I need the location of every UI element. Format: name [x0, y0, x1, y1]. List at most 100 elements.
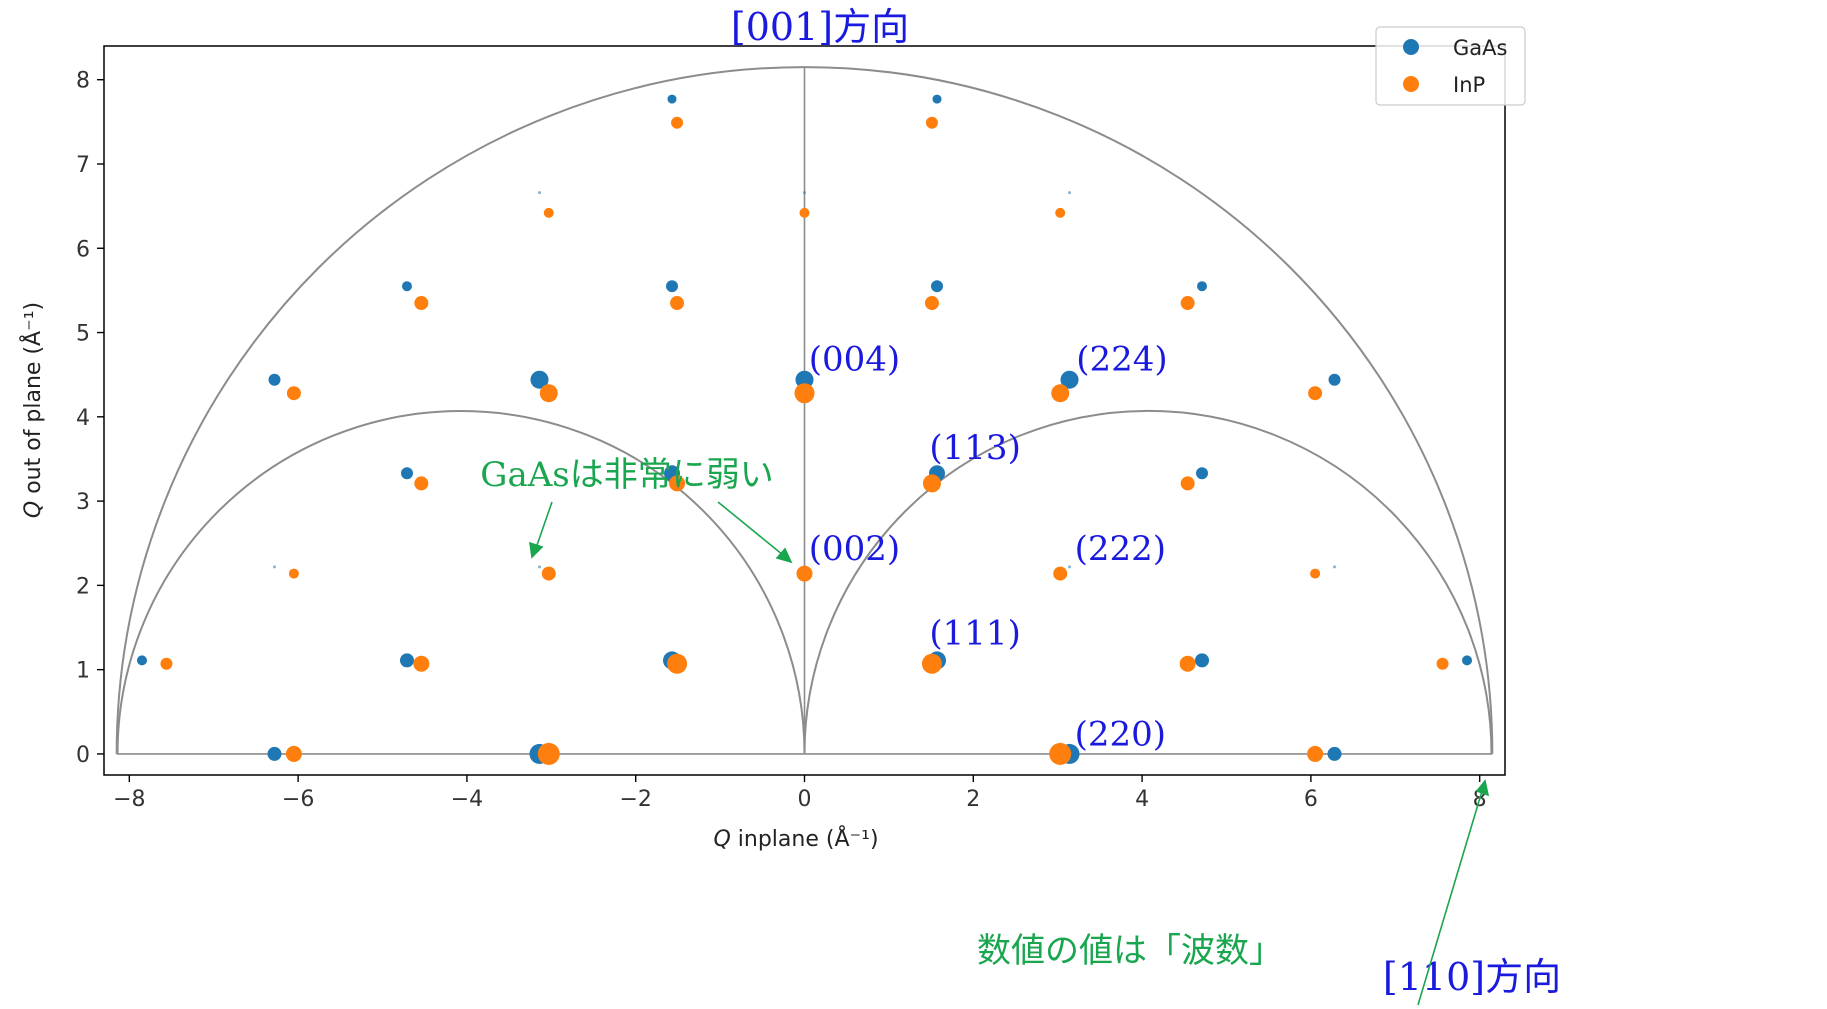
gaas-point	[1068, 191, 1072, 195]
inp-point	[1436, 657, 1449, 670]
inp-point	[285, 745, 302, 762]
x-tick-label: 6	[1304, 787, 1318, 812]
inp-point	[543, 207, 554, 218]
inp-point	[288, 568, 299, 579]
gaas-point	[537, 565, 541, 569]
gaas-point	[931, 280, 944, 293]
inp-point	[1307, 745, 1324, 762]
y-tick-label: 4	[76, 406, 90, 431]
reflection-labels: (004) (224) (113) (002) (222) (111) (220)	[809, 339, 1168, 754]
inp-point	[1055, 207, 1066, 218]
x-tick-label: 0	[798, 787, 812, 812]
gaas-point	[932, 94, 942, 104]
x-axis-ticks: −8−6−4−202468	[113, 775, 1487, 812]
x-tick-label: −6	[282, 787, 314, 812]
gaas-point	[537, 191, 541, 195]
gaas-point	[1328, 373, 1341, 386]
x-axis-title: Q inplane (Å⁻¹)	[713, 825, 878, 852]
legend-label-inp: InP	[1453, 73, 1485, 97]
inp-point	[1310, 568, 1321, 579]
inp-point	[539, 384, 558, 403]
arrow-weak-right	[717, 501, 784, 556]
inp-point	[794, 383, 815, 404]
direction-label-110: [110]方向	[1383, 955, 1561, 999]
gaas-point	[665, 280, 678, 293]
inp-point	[1180, 476, 1195, 491]
arrowhead-110	[1475, 779, 1490, 797]
direction-label-001: [001]方向	[731, 5, 909, 49]
inp-point	[924, 296, 939, 311]
reflection-label: (113)	[929, 428, 1020, 468]
y-tick-label: 5	[76, 322, 90, 347]
inp-point	[541, 566, 556, 581]
inp-point	[537, 742, 560, 765]
inp-point	[671, 116, 684, 129]
note-wavenumber: 数値の値は「波数」	[977, 931, 1283, 971]
inp-point	[414, 296, 429, 311]
gaas-point	[268, 373, 281, 386]
gaas-point	[399, 653, 414, 668]
inp-point	[922, 474, 941, 493]
x-tick-label: −8	[113, 787, 145, 812]
inp-point	[1049, 742, 1072, 765]
inp-point	[670, 296, 685, 311]
gaas-point	[1195, 653, 1210, 668]
inp-point	[796, 565, 813, 582]
inp-point	[1308, 386, 1323, 401]
gaas-point	[1197, 281, 1208, 292]
reflection-label: (111)	[929, 613, 1020, 653]
gaas-point	[667, 94, 677, 104]
gaas-point	[1333, 565, 1337, 569]
x-tick-label: 4	[1135, 787, 1149, 812]
gaas-point	[136, 655, 147, 666]
inp-point	[414, 476, 429, 491]
y-tick-label: 8	[76, 69, 90, 94]
inp-point	[286, 386, 301, 401]
reflection-label: (004)	[809, 339, 900, 379]
x-tick-label: −2	[619, 787, 651, 812]
legend-label-gaas: GaAs	[1453, 36, 1507, 60]
inp-point	[1053, 566, 1068, 581]
inp-point	[160, 657, 173, 670]
x-tick-label: 2	[966, 787, 980, 812]
gaas-point	[272, 565, 276, 569]
gaas-point	[400, 467, 413, 480]
ewald-circles	[115, 66, 1494, 755]
reflection-label: (224)	[1076, 339, 1167, 379]
guide-circle	[116, 409, 806, 754]
note-weak-gaas: GaAsは非常に弱い	[480, 455, 773, 495]
y-tick-label: 0	[76, 743, 90, 768]
gaas-point	[267, 746, 282, 761]
y-tick-label: 3	[76, 490, 90, 515]
inp-point	[921, 653, 942, 674]
y-tick-label: 1	[76, 659, 90, 684]
gaas-point	[795, 370, 814, 389]
gaas-point	[1327, 746, 1342, 761]
inp-point	[667, 653, 688, 674]
inp-point	[1051, 384, 1070, 403]
y-tick-label: 6	[76, 237, 90, 262]
guide-circle	[803, 409, 1493, 754]
y-axis-title: Q out of plane (Å⁻¹)	[19, 302, 46, 518]
gaas-point	[803, 191, 806, 195]
gaas-point	[530, 370, 549, 389]
legend-marker-gaas	[1403, 39, 1419, 55]
y-tick-label: 7	[76, 153, 90, 178]
gaas-point	[1462, 655, 1473, 666]
reflection-label: (222)	[1075, 529, 1166, 569]
inp-point	[669, 475, 686, 492]
gaas-point	[1060, 370, 1079, 389]
gaas-point	[1196, 467, 1209, 480]
inp-point	[413, 655, 430, 672]
legend-marker-inp	[1403, 76, 1419, 92]
legend: GaAs InP	[1375, 26, 1526, 106]
gaas-point	[401, 281, 412, 292]
x-tick-label: −4	[451, 787, 483, 812]
inp-point	[1180, 296, 1195, 311]
inp-point	[925, 116, 938, 129]
gaas-point	[1068, 565, 1072, 569]
inp-point	[1179, 655, 1196, 672]
inp-series	[160, 116, 1449, 765]
inp-point	[799, 207, 810, 218]
